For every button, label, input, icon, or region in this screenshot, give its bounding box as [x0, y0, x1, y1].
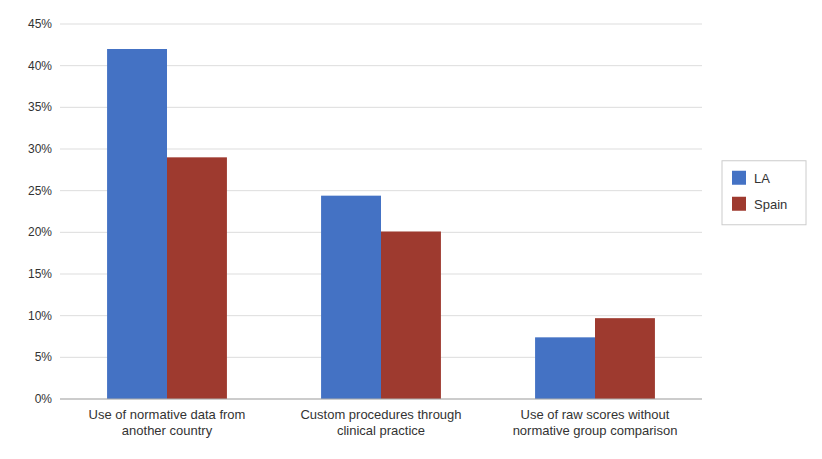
x-tick-label-line: another country [122, 423, 213, 438]
x-tick-label-line: normative group comparison [513, 423, 678, 438]
bar [381, 232, 441, 400]
y-tick-label: 45% [28, 17, 52, 31]
bar [595, 318, 655, 399]
grid [60, 24, 702, 399]
legend: LA Spain [722, 161, 806, 225]
grid-line [60, 399, 702, 400]
x-tick-label-line: Custom procedures through [300, 407, 461, 422]
legend-label: Spain [754, 197, 787, 212]
bar [167, 157, 227, 399]
y-tick-label: 5% [35, 350, 53, 364]
y-tick-label: 20% [28, 225, 52, 239]
chart: 0% 5% 10% 15% 20% 25% 30% 35% 40% 45% Use of norma… [0, 0, 822, 459]
grid-line [60, 24, 702, 25]
bar [321, 196, 381, 399]
x-tick-label-line: clinical practice [337, 423, 425, 438]
y-tick-label: 30% [28, 142, 52, 156]
y-tick-label: 15% [28, 267, 52, 281]
y-tick-label: 0% [35, 392, 53, 406]
y-tick-label: 35% [28, 100, 52, 114]
bars [107, 49, 655, 399]
x-tick-label: Use of raw scores withoutnormative group… [513, 407, 678, 438]
x-tick-label: Use of normative data fromanother countr… [89, 407, 246, 438]
y-tick-label: 40% [28, 59, 52, 73]
x-tick-label-line: Use of normative data from [89, 407, 246, 422]
x-axis-line [60, 399, 702, 400]
bar [107, 49, 167, 399]
x-tick-label-line: Use of raw scores without [521, 407, 670, 422]
bar [535, 337, 595, 399]
legend-frame [722, 161, 806, 225]
legend-swatch [732, 171, 746, 185]
y-tick-label: 10% [28, 309, 52, 323]
legend-swatch [732, 197, 746, 211]
y-tick-label: 25% [28, 184, 52, 198]
legend-label: LA [754, 171, 770, 186]
x-tick-label: Custom procedures throughclinical practi… [300, 407, 461, 438]
